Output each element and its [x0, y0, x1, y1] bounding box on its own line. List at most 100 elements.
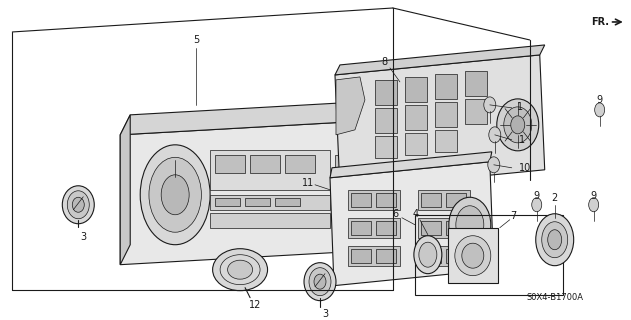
- Bar: [446, 193, 466, 207]
- Bar: [405, 133, 427, 155]
- Bar: [435, 102, 457, 127]
- Bar: [418, 246, 470, 266]
- Bar: [250, 155, 280, 173]
- Bar: [435, 130, 457, 152]
- Text: S0X4-B1700A: S0X4-B1700A: [526, 293, 583, 302]
- Ellipse shape: [213, 249, 268, 291]
- Bar: [448, 228, 498, 283]
- Text: 5: 5: [193, 35, 199, 45]
- Bar: [210, 195, 330, 210]
- Bar: [376, 249, 396, 263]
- Text: 9: 9: [596, 95, 603, 105]
- Bar: [355, 155, 362, 215]
- Text: 3: 3: [322, 308, 328, 319]
- Ellipse shape: [484, 97, 496, 113]
- Text: 2: 2: [551, 193, 558, 203]
- Bar: [376, 221, 396, 235]
- Bar: [351, 193, 371, 207]
- Bar: [465, 99, 487, 124]
- Bar: [421, 249, 441, 263]
- Ellipse shape: [536, 214, 574, 266]
- Text: 11: 11: [302, 178, 314, 188]
- Text: 9: 9: [534, 191, 540, 201]
- Ellipse shape: [548, 230, 562, 250]
- Bar: [375, 80, 397, 105]
- Ellipse shape: [419, 242, 437, 267]
- Text: 10: 10: [519, 163, 531, 173]
- Bar: [375, 136, 397, 158]
- Bar: [348, 218, 400, 238]
- Bar: [421, 221, 441, 235]
- Bar: [285, 155, 315, 173]
- Bar: [435, 74, 457, 99]
- Text: 3: 3: [80, 232, 86, 242]
- Bar: [405, 105, 427, 130]
- Text: 1: 1: [519, 135, 525, 145]
- Ellipse shape: [589, 198, 599, 212]
- Bar: [415, 215, 563, 295]
- Ellipse shape: [140, 145, 210, 245]
- Bar: [210, 213, 330, 228]
- Bar: [446, 249, 466, 263]
- Bar: [351, 221, 371, 235]
- Bar: [215, 198, 240, 206]
- Ellipse shape: [309, 268, 331, 296]
- Bar: [465, 71, 487, 96]
- Ellipse shape: [510, 116, 525, 134]
- Bar: [421, 193, 441, 207]
- Ellipse shape: [414, 236, 442, 274]
- Bar: [376, 193, 396, 207]
- Ellipse shape: [334, 153, 390, 237]
- Ellipse shape: [532, 198, 542, 212]
- Ellipse shape: [488, 157, 500, 173]
- Ellipse shape: [594, 103, 604, 117]
- Ellipse shape: [161, 175, 189, 215]
- Bar: [335, 155, 342, 215]
- Text: 7: 7: [510, 211, 517, 221]
- Ellipse shape: [489, 127, 501, 143]
- Bar: [446, 221, 466, 235]
- Text: 8: 8: [382, 57, 388, 67]
- Text: 4: 4: [413, 209, 419, 219]
- Ellipse shape: [542, 222, 568, 258]
- Ellipse shape: [462, 243, 484, 268]
- Bar: [345, 155, 352, 215]
- Polygon shape: [121, 115, 130, 265]
- Bar: [405, 77, 427, 102]
- Bar: [215, 155, 245, 173]
- Ellipse shape: [314, 274, 326, 289]
- Ellipse shape: [344, 167, 380, 222]
- Bar: [245, 198, 270, 206]
- Polygon shape: [336, 77, 365, 135]
- Polygon shape: [121, 100, 395, 135]
- Bar: [365, 155, 372, 215]
- Ellipse shape: [504, 107, 532, 143]
- Bar: [418, 218, 470, 238]
- Ellipse shape: [62, 186, 94, 224]
- Bar: [418, 190, 470, 210]
- Polygon shape: [330, 152, 492, 178]
- Text: 1: 1: [517, 102, 523, 112]
- Bar: [210, 150, 330, 190]
- Ellipse shape: [352, 180, 372, 210]
- Text: 12: 12: [249, 300, 261, 310]
- Text: 6: 6: [393, 209, 399, 219]
- Bar: [375, 108, 397, 133]
- Ellipse shape: [456, 206, 484, 244]
- Ellipse shape: [449, 197, 491, 252]
- Ellipse shape: [149, 157, 201, 232]
- Ellipse shape: [73, 197, 85, 212]
- Polygon shape: [335, 55, 545, 190]
- Ellipse shape: [304, 263, 336, 301]
- Bar: [348, 190, 400, 210]
- Polygon shape: [121, 120, 385, 265]
- Ellipse shape: [497, 99, 539, 151]
- Bar: [348, 246, 400, 266]
- Ellipse shape: [455, 236, 491, 276]
- Bar: [351, 249, 371, 263]
- Polygon shape: [330, 162, 494, 286]
- Text: 9: 9: [591, 191, 597, 201]
- Text: FR.: FR.: [591, 17, 609, 27]
- Ellipse shape: [228, 260, 252, 279]
- Bar: [275, 198, 300, 206]
